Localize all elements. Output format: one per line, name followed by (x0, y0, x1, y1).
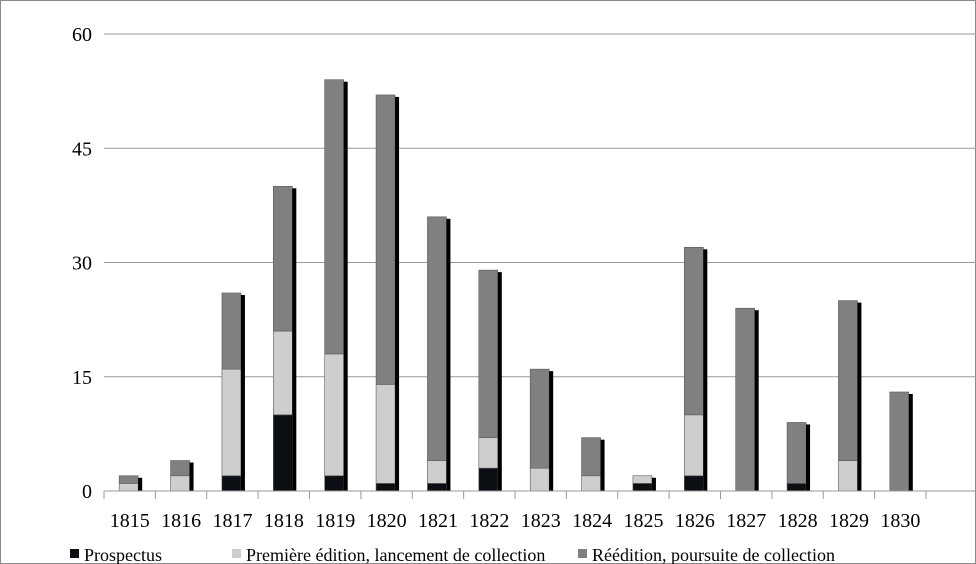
bar-segment-3 (375, 94, 396, 385)
bar-segment-3 (684, 246, 704, 416)
x-axis (103, 490, 976, 499)
bar-segment-3 (581, 437, 601, 477)
bar-shadow (343, 81, 348, 491)
y-tick-label: 60 (72, 24, 92, 46)
bar-shadow (806, 424, 811, 491)
x-tick-label: 1829 (829, 510, 869, 532)
bars (118, 79, 913, 492)
bar-segment-2 (581, 475, 601, 492)
bar-shadow (395, 96, 400, 491)
bar-segment-3 (118, 475, 139, 484)
x-tick-label: 1820 (367, 510, 407, 532)
bar-shadow (497, 272, 502, 491)
bar-shadow (189, 462, 194, 491)
bar-shadow (703, 249, 708, 491)
legend: Prospectus Première édition, lancement de… (70, 545, 835, 564)
bar-segment-3 (324, 79, 344, 355)
x-axis-tick-labels: 1815 1816 1817 1818 1819 1820 1821 1822 1823 1824… (110, 510, 921, 532)
y-tick-label: 15 (72, 367, 92, 389)
bar-segment-3 (221, 292, 242, 370)
bar-segment-3 (838, 300, 858, 461)
bar-segment-2 (118, 483, 139, 492)
x-tick-label: 1830 (880, 510, 920, 532)
bar-segment-1 (632, 483, 653, 492)
bar-segment-1 (324, 475, 344, 492)
bar-segment-3 (735, 307, 755, 492)
legend-label: Prospectus (84, 545, 162, 564)
bar-segment-3 (889, 391, 910, 492)
bar-shadow (549, 371, 554, 491)
bar-shadow (754, 310, 759, 491)
bar-segment-2 (529, 467, 550, 492)
y-tick-label: 30 (72, 253, 92, 275)
legend-swatch (578, 549, 587, 558)
x-tick-label: 1823 (521, 510, 561, 532)
x-tick-label: 1821 (418, 510, 458, 532)
bar-segment-3 (529, 368, 550, 469)
bar-segment-2 (170, 475, 190, 492)
x-tick-label: 1828 (778, 510, 818, 532)
bar-shadow (857, 302, 862, 491)
legend-swatch (70, 549, 79, 558)
y-tick-label: 45 (72, 138, 92, 160)
x-tick-label: 1819 (315, 510, 355, 532)
legend-swatch (232, 549, 241, 558)
bar-segment-2 (375, 384, 396, 484)
bar-segment-1 (221, 475, 242, 492)
y-tick-label: 0 (82, 481, 92, 503)
x-tick-label: 1815 (110, 510, 150, 532)
bar-segment-2 (838, 460, 858, 492)
bar-segment-1 (273, 414, 293, 492)
bar-shadow (292, 188, 297, 492)
legend-label: Première édition, lancement de collectio… (246, 545, 545, 564)
x-tick-label: 1824 (572, 510, 612, 532)
bar-shadow (446, 218, 451, 492)
legend-label: Réédition, poursuite de collection (592, 545, 835, 564)
bar-segment-2 (478, 437, 499, 469)
bar-shadow (138, 477, 143, 491)
x-tick-label: 1816 (161, 510, 201, 532)
bar-segment-1 (684, 475, 704, 492)
bar-segment-2 (273, 330, 293, 416)
bar-segment-2 (632, 475, 653, 484)
bar-segment-2 (324, 353, 344, 477)
bar-segment-1 (427, 483, 447, 492)
bar-segment-1 (786, 483, 807, 492)
x-tick-label: 1826 (675, 510, 715, 532)
bar-shadow (600, 439, 605, 491)
bar-shadow (240, 294, 245, 491)
x-tick-label: 1817 (212, 510, 252, 532)
y-axis-tick-labels: 0 15 30 45 60 (72, 24, 92, 503)
x-tick-label: 1825 (623, 510, 663, 532)
bar-segment-3 (170, 460, 190, 477)
bar-segment-3 (427, 216, 447, 461)
x-tick-label: 1827 (726, 510, 766, 532)
x-tick-label: 1818 (264, 510, 304, 532)
bar-segment-3 (786, 422, 807, 484)
bar-segment-2 (684, 414, 704, 477)
bar-segment-3 (273, 186, 293, 332)
x-tick-label: 1822 (469, 510, 509, 532)
bar-segment-2 (427, 460, 447, 484)
bar-segment-2 (221, 368, 242, 477)
bar-shadow (651, 477, 656, 491)
bar-segment-3 (478, 269, 499, 438)
bar-segment-1 (375, 483, 396, 492)
bar-shadow (908, 393, 913, 491)
bar-segment-1 (478, 467, 499, 492)
